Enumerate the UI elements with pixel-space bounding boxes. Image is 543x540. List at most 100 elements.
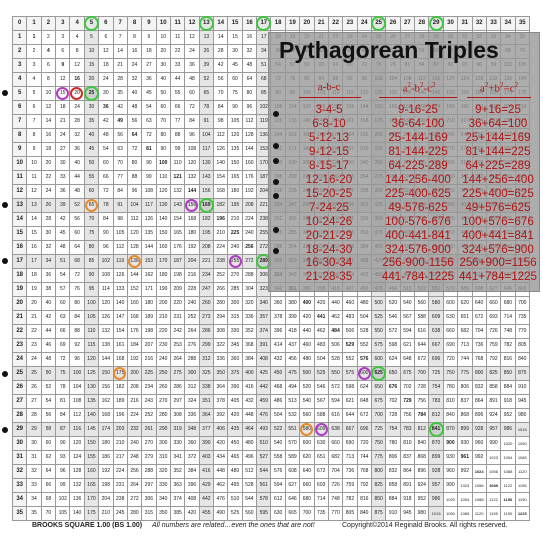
grid-cell: 891 [399,478,416,493]
grid-cell: 418 [284,324,301,339]
grid-cell: 667 [428,338,444,353]
grid-cell: 750 [370,436,387,451]
grid-cell: 30 [26,436,42,451]
grid-cell: 48 [98,128,114,143]
grid-header-cell: 3 [55,16,71,31]
grid-cell: 156 [198,184,215,199]
grid-cell: 390 [198,436,215,451]
grid-cell: 252 [213,268,229,283]
grid-cell: 264 [184,324,200,339]
grid-cell: 270 [227,268,243,283]
grid-cell: 648 [356,394,372,409]
grid-cell: 165 [83,478,100,493]
grid-cell: 168 [213,184,229,199]
grid-cell: 588 [313,408,329,423]
footer-note: All numbers are related…even the ones th… [152,522,315,529]
pythagorean-triples-panel: Pythagorean Triples a-b-c a2-b2-c2 a2+b2… [268,32,540,292]
grid-cell: 792 [485,352,502,367]
grid-cell: 450 [270,366,286,381]
grid-cell: 198 [141,324,157,339]
grid-cell: 220 [155,324,171,339]
grid-header-cell: 10 [155,16,171,31]
grid-cell: 340 [256,296,272,311]
grid-cell: 144 [241,142,258,157]
grid-cell: 270 [141,436,157,451]
grid-cell: 832 [385,464,401,479]
grid-cell: 50 [40,366,57,381]
grid-cell: 32 [241,44,258,59]
grid-cell: 110 [169,156,186,171]
grid-cell: 12 [69,58,85,73]
grid-cell: 20 [26,296,42,311]
grid-cell: 125 [83,366,100,381]
grid-cell: 143 [169,198,186,213]
grid-cell: 377 [198,422,215,437]
grid-cell: 16 [241,30,258,45]
grid-cell: 112 [112,240,128,255]
grid-cell: 770 [514,324,531,339]
grid-cell: 496 [241,450,258,465]
grid-cell: 648 [399,352,416,367]
grid-cell: 120 [126,226,143,241]
grid-cell: 460 [299,338,315,353]
grid-cell: 299 [198,338,215,353]
grid-cell: 30 [40,226,57,241]
grid-cell: 14 [40,114,57,129]
grid-header-cell: 25 [370,16,387,31]
grid-cell: 154 [112,324,128,339]
grid-cell: 36 [184,58,200,73]
grid-header-cell: 6 [98,16,114,31]
grid-cell: 580 [299,422,315,437]
grid-cell: 102 [98,254,114,269]
grid-cell: 368 [241,338,258,353]
grid-cell: 756 [399,408,416,423]
grid-cell: 325 [198,366,215,381]
grid-cell: 10 [26,156,42,171]
triple-row: 12-16-20 [305,172,353,186]
grid-cell: 80 [126,156,143,171]
grid-cell: 238 [213,254,229,269]
row-dot [2,258,8,265]
grid-cell: 26 [198,44,215,59]
grid-cell: 812 [414,422,430,437]
grid-cell: 560 [241,506,258,521]
triple-row: 64-225-289 [388,158,448,172]
grid-cell: 64 [40,464,57,479]
grid-cell: 48 [184,72,200,87]
grid-cell: 114 [98,282,114,297]
grid-cell: 650 [370,380,387,395]
grid-cell: 248 [126,450,143,465]
grid-cell: 3 [26,58,42,73]
triple-row: 441+784=1225 [458,270,538,284]
grid-cell: 50 [155,86,171,101]
grid-cell: 672 [356,408,372,423]
grid-cell: 96 [55,464,71,479]
grid-cell: 357 [256,310,272,325]
grid-cell: 17 [256,30,272,45]
grid-cell: 272 [241,254,258,269]
grid-header-cell: 1 [26,16,42,31]
grid-cell: 640 [471,296,487,311]
grid-cell: 32 [40,240,57,255]
grid-cell: 54 [141,100,157,115]
grid-header-cell: 20 [299,16,315,31]
grid-cell: 120 [155,184,171,199]
grid-cell: 186 [98,450,114,465]
grid-cell: 13 [26,198,42,213]
grid-header-cell: 33 [11,478,28,493]
grid-cell: 24 [69,100,85,115]
grid-cell: 182 [198,212,215,227]
grid-cell: 1190 [514,492,531,507]
grid-cell: 14 [26,212,42,227]
triple-row: 6-8-10 [312,116,346,130]
grid-cell: 392 [213,408,229,423]
grid-cell: 132 [69,478,85,493]
grid-cell: 650 [385,366,401,381]
grid-cell: 17 [26,254,42,269]
grid-cell: 640 [299,464,315,479]
grid-cell: 620 [299,450,315,465]
triple-row: 25+144=169 [465,130,531,144]
grid-header-cell: 24 [11,352,28,367]
grid-cell: 992 [471,450,487,465]
grid-cell: 693 [485,310,502,325]
